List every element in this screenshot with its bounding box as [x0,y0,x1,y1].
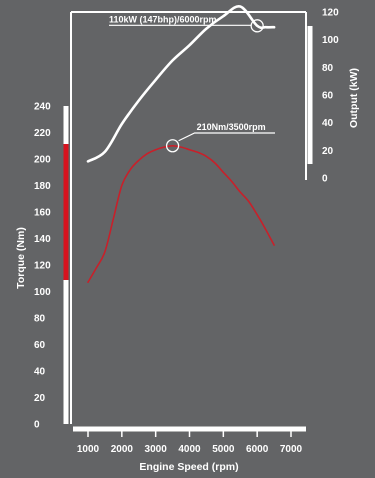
torque-tick-label: 200 [34,155,51,166]
torque-curve [87,145,275,283]
left-axis-title: Torque (Nm) [15,227,27,289]
torque-tick-label: 180 [34,181,51,192]
output-tick-label: 120 [322,8,339,19]
output-peak-label: 110kW (147bhp)/6000rpm [109,14,217,24]
torque-tick-label: 220 [34,128,51,139]
rpm-tick-label: 6000 [246,444,269,455]
output-tick-label: 40 [322,118,334,129]
output-tick-label: 100 [322,35,339,46]
right-axis-title: Output (kW) [348,68,360,128]
annotation-layer: 110kW (147bhp)/6000rpm 210Nm/3500rpm [109,14,275,153]
output-tick-label: 60 [322,91,334,102]
torque-tick-label: 80 [34,314,46,325]
annotation-leader [178,132,275,142]
rpm-tick-label: 2000 [111,444,134,455]
torque-axis-ticks: 0 20 40 60 80 100 120 140 160 180 200 220 240 [34,102,51,431]
torque-tick-label: 40 [34,367,46,378]
torque-tick-label: 240 [34,102,51,113]
torque-peak-label: 210Nm/3500rpm [197,122,266,132]
output-tick-label: 0 [322,174,328,185]
output-curve [86,5,276,163]
series-layer [86,5,276,283]
peak-marker [165,139,180,153]
output-tick-label: 20 [322,146,334,157]
rpm-axis-ticks: 1000 2000 3000 4000 5000 6000 7000 [77,431,303,455]
output-axis-ticks: 0 20 40 60 80 100 120 [322,8,339,185]
rpm-tick-label: 7000 [280,444,303,455]
rpm-tick-label: 4000 [178,444,201,455]
output-tick-label: 80 [322,63,334,74]
torque-tick-label: 120 [34,261,51,272]
x-axis-title: Engine Speed (rpm) [139,461,238,473]
rpm-tick-label: 3000 [145,444,168,455]
rpm-tick-label: 1000 [77,444,100,455]
torque-tick-label: 140 [34,234,51,245]
torque-tick-label: 160 [34,208,51,219]
torque-tick-label: 20 [34,393,46,404]
rpm-tick-label: 5000 [212,444,235,455]
torque-tick-label: 100 [34,287,51,298]
torque-tick-label: 0 [34,420,40,431]
torque-tick-label: 60 [34,340,46,351]
